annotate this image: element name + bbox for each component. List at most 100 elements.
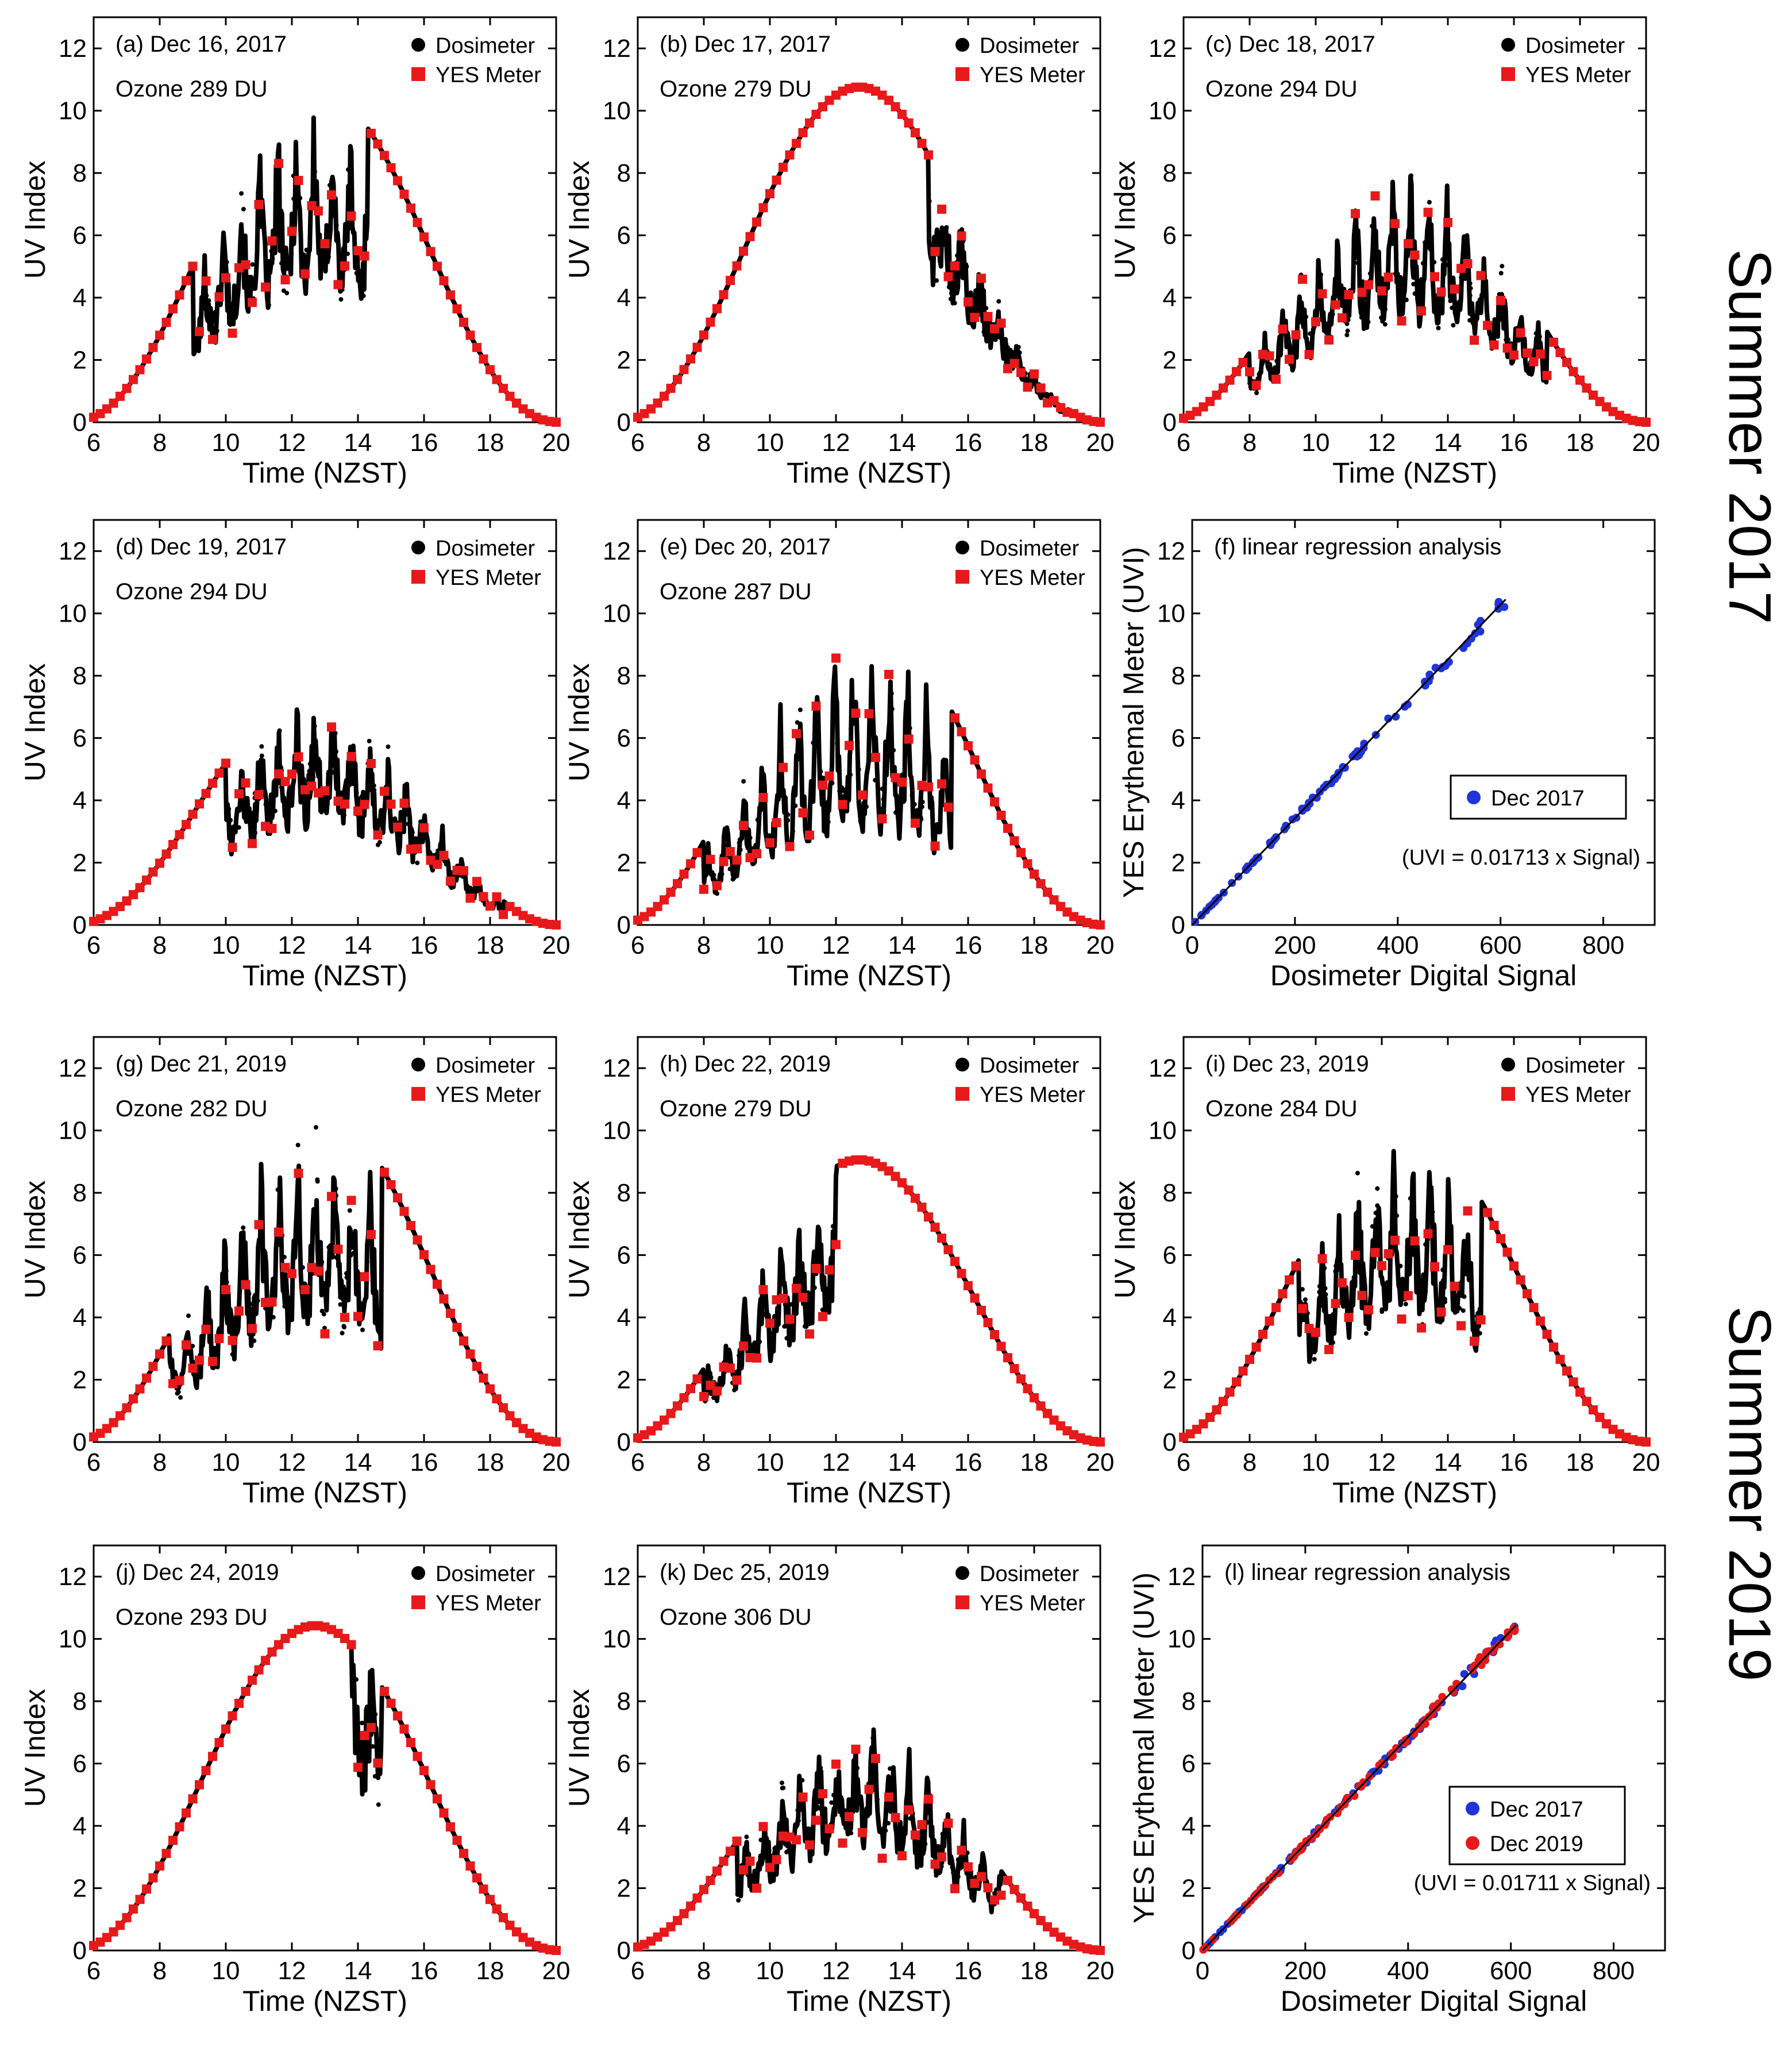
data-point-dosimeter	[419, 834, 424, 839]
y-tick-label: 0	[1171, 911, 1185, 939]
x-tick-label: 8	[697, 429, 711, 457]
data-point-dosimeter	[190, 1343, 195, 1348]
x-tick-label: 800	[1582, 931, 1624, 959]
data-point-dosimeter	[978, 1868, 984, 1873]
data-point-dosimeter	[1312, 1356, 1317, 1362]
data-point-yes-meter	[1483, 321, 1492, 330]
data-point-dosimeter	[372, 1774, 377, 1779]
ozone-label: Ozone 294 DU	[1205, 76, 1358, 102]
data-point-yes-meter	[712, 304, 722, 314]
data-point-yes-meter	[745, 232, 755, 241]
data-point-dosimeter	[1333, 1269, 1338, 1274]
x-tick-label: 10	[1302, 429, 1330, 457]
data-point-yes-meter	[765, 1863, 774, 1872]
data-point-dosimeter	[1440, 1267, 1446, 1273]
legend-label: Dosimeter	[436, 537, 535, 561]
x-tick-label: 6	[631, 429, 645, 457]
data-point-yes-meter	[346, 751, 356, 761]
data-point-dosimeter	[785, 812, 791, 817]
legend-marker-yes-meter	[955, 570, 969, 584]
data-point-yes-meter	[1450, 1281, 1459, 1291]
data-point-yes-meter	[1390, 1235, 1400, 1245]
data-point-yes-meter	[287, 769, 296, 779]
data-point-yes-meter	[818, 1789, 827, 1799]
data-point-yes-meter	[373, 1758, 383, 1768]
data-point-dosimeter	[289, 251, 294, 256]
data-point-dosimeter	[279, 261, 284, 266]
x-tick-label: 6	[631, 931, 645, 959]
data-point-yes-meter	[1271, 1302, 1281, 1312]
legend-label: YES Meter	[980, 63, 1085, 87]
data-point-yes-meter	[234, 1306, 244, 1316]
data-point-yes-meter	[1016, 1374, 1026, 1384]
legend-marker-yes-meter	[411, 570, 425, 584]
data-point-yes-meter	[1317, 289, 1327, 299]
data-point-yes-meter	[274, 769, 283, 779]
data-point	[1400, 703, 1409, 711]
data-point	[1333, 1809, 1342, 1817]
data-point-dosimeter	[1372, 248, 1377, 253]
y-tick-label: 4	[617, 1304, 631, 1332]
data-point-dosimeter	[735, 1892, 740, 1897]
data-point-dosimeter	[1263, 345, 1268, 350]
data-point-dosimeter	[1393, 271, 1398, 276]
y-tick-label: 8	[617, 159, 631, 187]
data-point-yes-meter	[267, 824, 277, 833]
data-point-yes-meter	[1030, 869, 1039, 879]
x-tick-label: 20	[542, 1448, 571, 1477]
data-point-dosimeter	[782, 1324, 787, 1329]
data-point-dosimeter	[300, 1293, 305, 1298]
data-point-dosimeter	[1254, 390, 1259, 395]
y-tick-label: 8	[1182, 1687, 1196, 1716]
data-point-dosimeter	[758, 1854, 763, 1859]
data-point-dosimeter	[1317, 279, 1323, 284]
data-point-dosimeter	[730, 877, 735, 882]
data-point-yes-meter	[805, 1329, 814, 1339]
data-point-dosimeter	[440, 834, 445, 839]
data-point-yes-meter	[201, 276, 211, 286]
data-point-dosimeter	[360, 1327, 365, 1332]
data-point-dosimeter	[330, 770, 336, 775]
data-point-yes-meter	[485, 901, 495, 911]
data-point-dosimeter	[1313, 309, 1319, 314]
data-point-yes-meter	[884, 1792, 893, 1802]
side-label-summer-2019: Summer 2019	[1716, 1306, 1783, 1681]
data-point-yes-meter	[1030, 1393, 1039, 1402]
data-point-yes-meter	[1496, 296, 1505, 305]
data-point-yes-meter	[924, 150, 933, 160]
data-point-yes-meter	[739, 820, 748, 830]
x-axis-label: Time (NZST)	[242, 457, 407, 489]
x-tick-label: 18	[1020, 1448, 1049, 1477]
legend-label: Dosimeter	[1525, 34, 1625, 58]
data-point-dosimeter	[373, 1712, 378, 1717]
data-point-dosimeter	[418, 819, 423, 824]
data-point-dosimeter	[1364, 1331, 1369, 1336]
data-point-yes-meter	[877, 1853, 887, 1863]
data-point-dosimeter	[221, 264, 226, 269]
data-point-dosimeter	[764, 1313, 769, 1318]
data-point-yes-meter	[1351, 209, 1360, 218]
panel-label: (d) Dec 19, 2017	[115, 534, 287, 560]
data-point-yes-meter	[479, 354, 488, 364]
x-tick-label: 200	[1274, 931, 1316, 959]
data-point-yes-meter	[726, 1846, 735, 1856]
data-point-yes-meter	[1311, 317, 1320, 327]
data-point-yes-meter	[1258, 1329, 1267, 1339]
data-point-dosimeter	[1355, 260, 1360, 265]
data-point-dosimeter	[1448, 296, 1454, 302]
data-point-yes-meter	[897, 777, 907, 787]
data-point-yes-meter	[459, 866, 468, 876]
data-point-yes-meter	[228, 1711, 237, 1721]
data-point-yes-meter	[201, 1765, 211, 1775]
data-point-yes-meter	[208, 334, 217, 344]
data-point-yes-meter	[964, 297, 973, 307]
data-point-yes-meter	[492, 375, 502, 384]
data-point-dosimeter	[942, 241, 947, 246]
data-point-dosimeter	[301, 796, 306, 801]
data-point-yes-meter	[142, 1373, 151, 1383]
data-point-dosimeter	[212, 1351, 217, 1356]
data-point-dosimeter	[1541, 365, 1546, 370]
data-point-yes-meter	[399, 799, 409, 808]
